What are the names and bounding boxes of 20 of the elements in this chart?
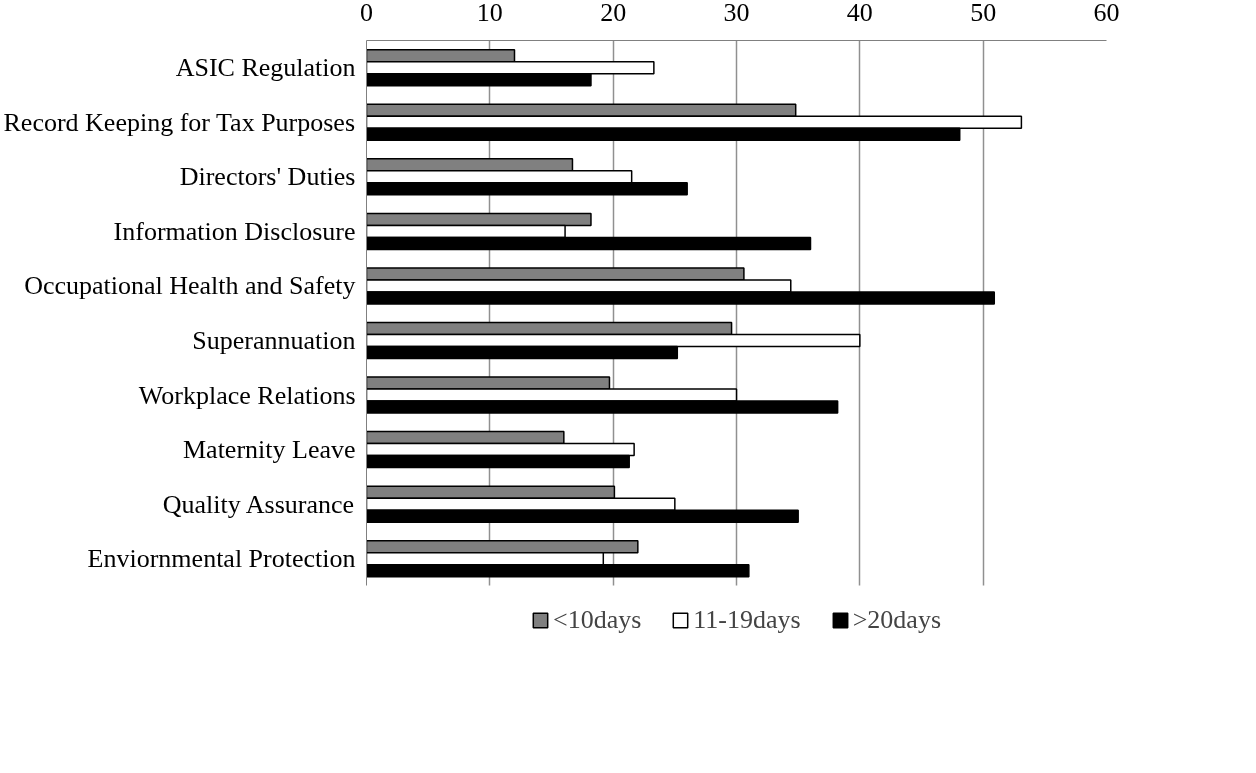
y-tick-label: Maternity Leave <box>182 435 356 465</box>
x-tick-label: 40 <box>846 0 873 27</box>
y-tick-label: Workplace Relations <box>138 380 356 410</box>
x-tick-label: 0 <box>360 0 373 27</box>
y-tick-label: Quality Assurance <box>162 489 355 519</box>
legend-label: <10days <box>552 605 642 635</box>
x-tick-label: 50 <box>970 0 997 27</box>
x-tick-label: 60 <box>1093 0 1120 27</box>
legend-label: >20days <box>852 605 942 635</box>
y-tick-label: Information Disclosure <box>113 216 356 246</box>
x-tick-label: 10 <box>476 0 503 27</box>
y-tick-label: Enviornmental Protection <box>87 544 356 574</box>
y-tick-label: ASIC Regulation <box>175 53 356 83</box>
x-tick-label: 30 <box>723 0 750 27</box>
y-tick-label: Superannuation <box>192 326 356 355</box>
y-tick-label: Record Keeping for Tax Purposes <box>3 107 356 137</box>
legend-label: 11-19days <box>693 605 801 635</box>
y-tick-label: Occupational Health and Safety <box>24 271 356 301</box>
y-tick-label: Directors' Duties <box>179 162 356 192</box>
x-tick-label: 20 <box>600 0 627 27</box>
